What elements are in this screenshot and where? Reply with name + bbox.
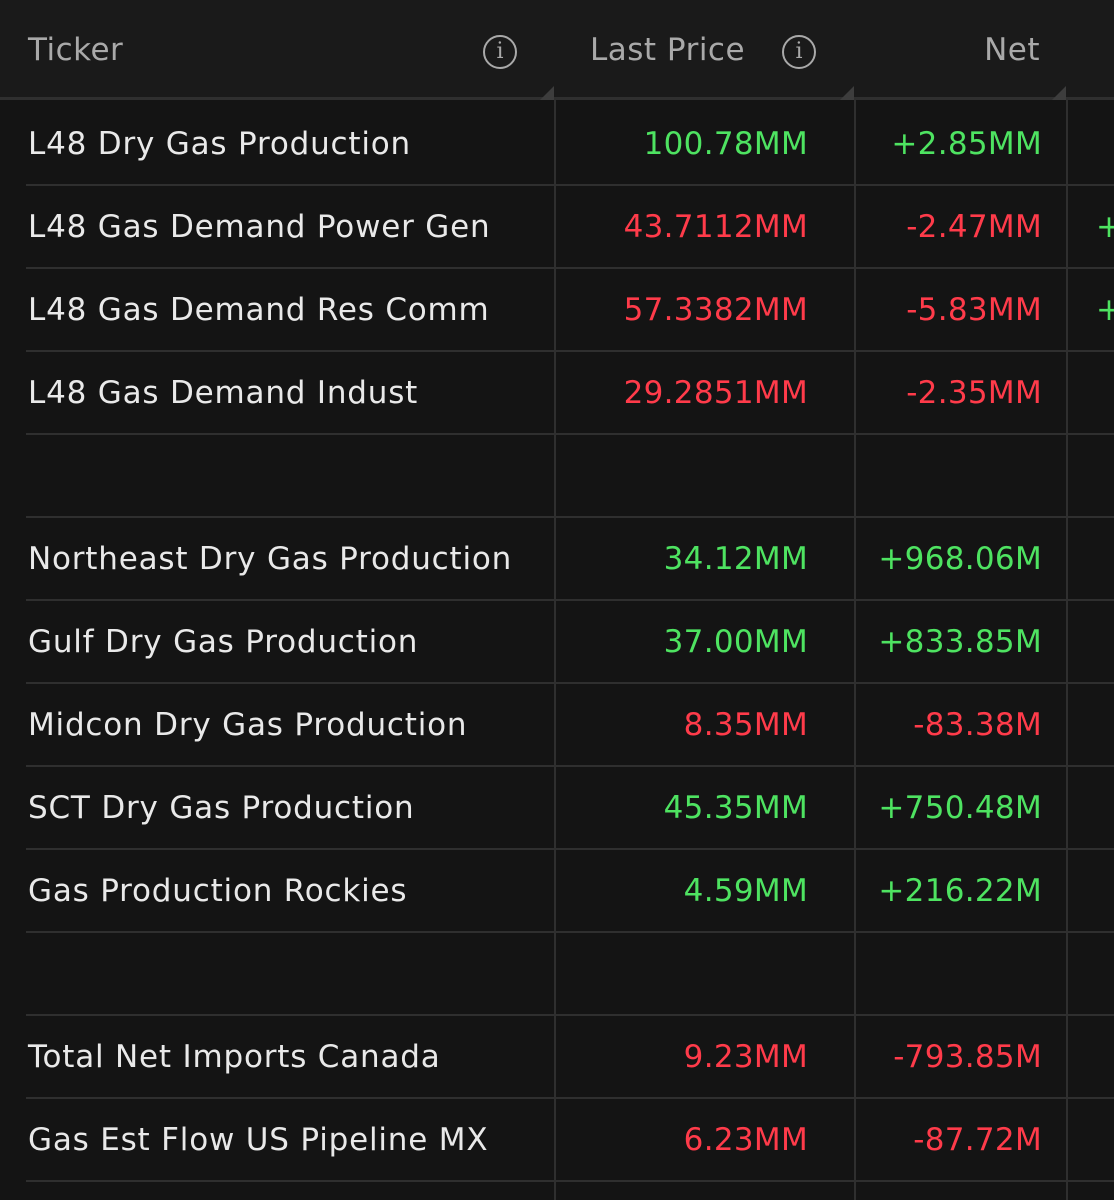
table-header: Ticker i Last Price i Net: [0, 0, 1114, 100]
column-header-last-price[interactable]: Last Price: [590, 0, 745, 100]
ticker-name: L48 Gas Demand Power Gen: [28, 208, 491, 245]
table-row[interactable]: Midcon Dry Gas Production 8.35MM -83.38M: [26, 684, 1114, 767]
ticker-name: L48 Gas Demand Res Comm: [28, 291, 490, 328]
last-price-value: 9.23MM: [683, 1038, 808, 1075]
last-price-value: 37.00MM: [663, 623, 808, 660]
net-change-value: +216.22M: [878, 872, 1042, 909]
net-change-value: [846, 435, 1042, 516]
ticker-name: L48 Dry Gas Production: [28, 125, 411, 162]
table-row[interactable]: Total Net Imports Canada 9.23MM -793.85M: [26, 1016, 1114, 1099]
net-change-value: -83.38M: [913, 706, 1042, 743]
table-row[interactable]: Gas Est Flow US Pipeline MX 6.23MM -87.72M: [26, 1099, 1114, 1182]
ticker-name: L48 Gas Demand Indust: [28, 374, 419, 411]
net-change-value: -87.72M: [913, 1121, 1042, 1158]
info-icon[interactable]: i: [782, 35, 816, 69]
net-change-value: [846, 933, 1042, 1014]
table-row[interactable]: Northeast Dry Gas Production 34.12MM +968.…: [26, 518, 1114, 601]
ticker-name: Gulf Dry Gas Production: [28, 623, 419, 660]
last-price-value: [586, 435, 808, 516]
table-row[interactable]: L48 Gas Demand Power Gen 43.7112MM -2.47MM…: [26, 186, 1114, 269]
net-change-value: +833.85M: [878, 623, 1042, 660]
last-price-value: 6.23MM: [683, 1121, 808, 1158]
last-price-value: 8.35MM: [683, 706, 808, 743]
table-row[interactable]: SCT Dry Gas Production 45.35MM +750.48M: [26, 767, 1114, 850]
ticker-name: Total Net Imports Canada: [28, 1038, 441, 1075]
column-header-net[interactable]: Net: [866, 0, 1040, 100]
table-row[interactable]: Gulf Dry Gas Production 37.00MM +833.85M: [26, 601, 1114, 684]
last-price-value: 43.7112MM: [623, 208, 808, 245]
ticker-header-label: Ticker: [28, 32, 124, 68]
ticker-name: Midcon Dry Gas Production: [28, 706, 468, 743]
clipped-column-value: +: [1096, 208, 1114, 245]
last-price-value: 29.2851MM: [623, 374, 808, 411]
last-price-value: 57.3382MM: [623, 291, 808, 328]
ticker-name: Northeast Dry Gas Production: [28, 540, 513, 577]
column-resize-handle[interactable]: [840, 86, 854, 100]
table-row[interactable]: L48 Gas Demand Indust 29.2851MM -2.35MM: [26, 352, 1114, 435]
net-change-value: -2.35MM: [906, 374, 1042, 411]
net-header-label: Net: [984, 32, 1040, 68]
net-change-value: -5.83MM: [906, 291, 1042, 328]
net-change-value: -2.47MM: [906, 208, 1042, 245]
column-resize-handle[interactable]: [540, 86, 554, 100]
net-change-value: +2.85MM: [891, 125, 1042, 162]
net-change-value: +750.48M: [878, 789, 1042, 826]
ticker-name: Gas Est Flow US Pipeline MX: [28, 1121, 489, 1158]
last-price-value: [586, 933, 808, 1014]
last-price-value: 4.59MM: [683, 872, 808, 909]
table-row-spacer: [26, 933, 1114, 1016]
table-row[interactable]: Gas Production Rockies 4.59MM +216.22M: [26, 850, 1114, 933]
last-price-value: 45.35MM: [663, 789, 808, 826]
last-price-header-label: Last Price: [590, 32, 746, 68]
info-icon[interactable]: i: [483, 35, 517, 69]
net-change-value: -793.85M: [893, 1038, 1042, 1075]
table-row[interactable]: L48 Gas Demand Res Comm 57.3382MM -5.83MM +: [26, 269, 1114, 352]
column-resize-handle[interactable]: [1052, 86, 1066, 100]
table-row-spacer: [26, 435, 1114, 518]
last-price-value: 100.78MM: [643, 125, 808, 162]
last-price-value: 34.12MM: [663, 540, 808, 577]
table-row[interactable]: L48 Dry Gas Production 100.78MM +2.85MM: [26, 103, 1114, 186]
ticker-name: SCT Dry Gas Production: [28, 789, 415, 826]
ticker-name: Gas Production Rockies: [28, 872, 408, 909]
column-header-ticker[interactable]: Ticker: [28, 0, 123, 100]
net-change-value: +968.06M: [878, 540, 1042, 577]
clipped-column-value: +: [1096, 291, 1114, 328]
